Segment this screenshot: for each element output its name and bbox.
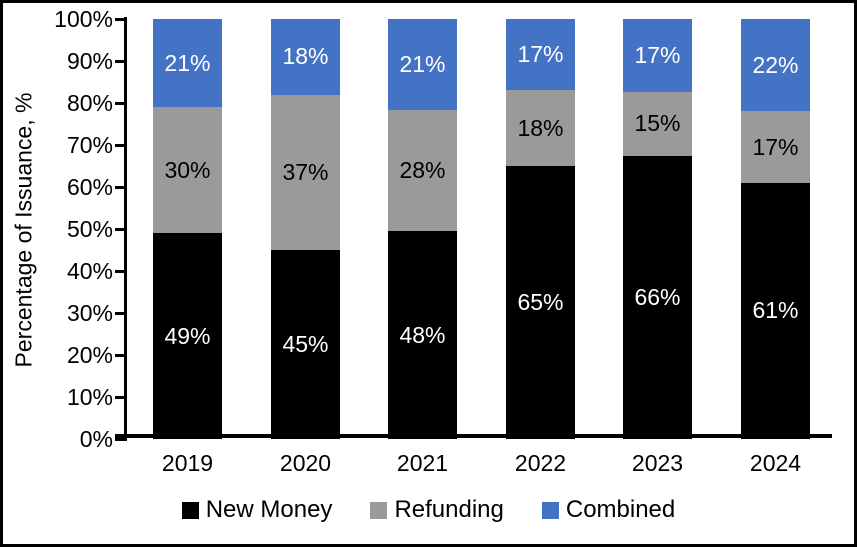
bar-segment-combined-2022: 17% <box>506 19 575 91</box>
x-tick-label-2020: 2020 <box>279 450 332 476</box>
bar-value-label: 28% <box>399 157 446 184</box>
y-tick-mark <box>115 144 127 147</box>
bar-value-label: 18% <box>282 43 329 70</box>
y-tick-mark <box>115 102 127 105</box>
x-axis-line <box>115 434 832 438</box>
bar-value-label: 45% <box>282 331 329 357</box>
legend-item-refunding: Refunding <box>370 496 504 524</box>
bar-segment-refunding-2024: 17% <box>741 111 810 183</box>
y-tick-label: 50% <box>66 216 113 242</box>
bar-segment-combined-2023: 17% <box>623 19 692 92</box>
y-tick-mark <box>115 228 127 231</box>
bar-value-label: 49% <box>164 322 211 349</box>
y-tick-mark <box>115 396 127 399</box>
y-tick-label: 70% <box>66 132 113 158</box>
y-tick-label: 80% <box>66 90 113 116</box>
bar-value-label: 18% <box>517 114 564 141</box>
y-tick-mark <box>115 18 127 21</box>
legend-label: Combined <box>565 496 676 523</box>
y-tick-mark <box>115 60 127 63</box>
legend-item-new-money: New Money <box>181 496 333 524</box>
bar-value-label: 15% <box>634 110 681 137</box>
y-tick-label: 0% <box>79 426 113 452</box>
bar-segment-refunding-2022: 18% <box>506 90 575 166</box>
bar-segment-combined-2021: 21% <box>388 19 457 110</box>
legend: New Money Refunding Combined <box>3 494 854 526</box>
legend-label: New Money <box>205 496 333 523</box>
bar-segment-combined-2020: 18% <box>271 19 340 95</box>
bar-value-label: 22% <box>752 51 799 78</box>
y-axis-title: Percentage of Issuance, % <box>10 92 37 368</box>
y-tick-label: 10% <box>66 384 113 410</box>
legend-swatch-icon <box>370 501 388 519</box>
bar-segment-new-money-2020: 45% <box>271 250 340 439</box>
bar-segment-combined-2024: 22% <box>741 19 810 112</box>
bar-segment-combined-2019: 21% <box>153 19 222 108</box>
y-tick-label: 20% <box>66 342 113 368</box>
bar-value-label: 17% <box>517 41 564 68</box>
x-tick-label-2024: 2024 <box>749 450 802 476</box>
y-tick-mark <box>115 354 127 357</box>
y-tick-mark <box>115 186 127 189</box>
y-tick-label: 100% <box>54 6 113 32</box>
bar-value-label: 21% <box>399 50 446 77</box>
bar-segment-refunding-2021: 28% <box>388 109 457 232</box>
x-tick-label-2021: 2021 <box>396 450 449 476</box>
bar-segment-new-money-2021: 48% <box>388 231 457 439</box>
bar-segment-new-money-2019: 49% <box>153 233 222 439</box>
y-tick-mark <box>115 438 127 441</box>
bar-segment-refunding-2020: 37% <box>271 94 340 250</box>
x-tick-label-2022: 2022 <box>514 450 567 476</box>
x-tick-label-2023: 2023 <box>631 450 684 476</box>
bar-segment-refunding-2023: 15% <box>623 91 692 157</box>
y-tick-label: 30% <box>66 300 113 326</box>
y-tick-label: 40% <box>66 258 113 284</box>
bar-segment-new-money-2022: 65% <box>506 166 575 439</box>
x-tick-label-2019: 2019 <box>161 450 214 476</box>
bar-value-label: 65% <box>517 289 564 315</box>
bar-value-label: 21% <box>164 49 211 76</box>
legend-item-combined: Combined <box>541 496 676 524</box>
y-tick-label: 60% <box>66 174 113 200</box>
bar-value-label: 61% <box>752 297 799 324</box>
bar-value-label: 17% <box>752 133 799 160</box>
legend-label: Refunding <box>394 496 504 523</box>
legend-swatch-icon <box>181 501 199 519</box>
bar-segment-new-money-2023: 66% <box>623 156 692 439</box>
bar-segment-new-money-2024: 61% <box>741 182 810 439</box>
bar-value-label: 17% <box>634 41 681 68</box>
bar-value-label: 66% <box>634 284 681 311</box>
bar-value-label: 30% <box>164 156 211 183</box>
bar-value-label: 48% <box>399 321 446 348</box>
legend-swatch-icon <box>541 501 559 519</box>
y-tick-mark <box>115 270 127 273</box>
bar-value-label: 37% <box>282 158 329 185</box>
y-tick-mark <box>115 312 127 315</box>
bar-segment-refunding-2019: 30% <box>153 107 222 234</box>
y-tick-label: 90% <box>66 48 113 74</box>
